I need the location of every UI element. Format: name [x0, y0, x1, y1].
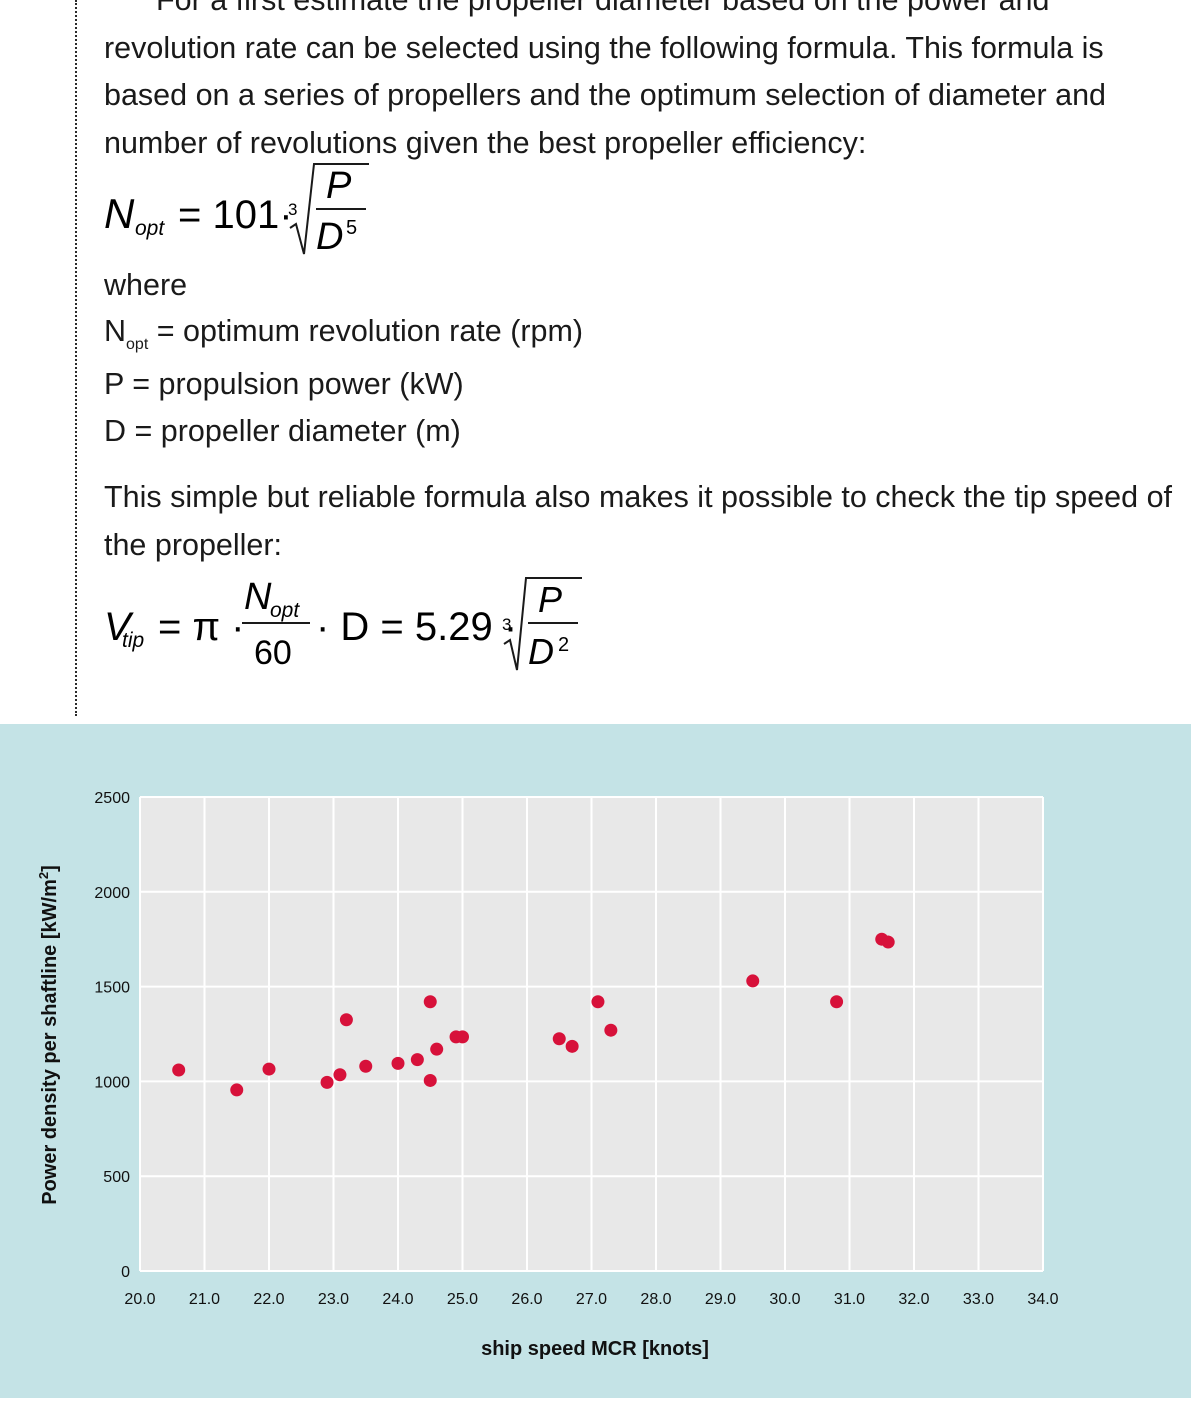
- scatter-point: [262, 1062, 276, 1076]
- intro-paragraph: For a first estimate the propeller diame…: [104, 0, 1189, 167]
- scatter-point: [423, 1073, 437, 1087]
- definition-p: P = propulsion power (kW): [104, 361, 583, 409]
- def-text: = propulsion power (kW): [123, 366, 464, 401]
- x-tick-label: 26.0: [511, 1291, 542, 1308]
- formula2-frac-num: N: [244, 576, 272, 618]
- definition-n-opt: Nopt = optimum revolution rate (rpm): [104, 308, 583, 361]
- x-tick-label: 32.0: [898, 1291, 929, 1308]
- def-symbol: P: [104, 366, 124, 401]
- y-axis-label-sup: 2: [36, 872, 51, 879]
- formula2-den: D: [528, 631, 554, 672]
- y-tick-labels: 0 500 1000 1500 2000 2500: [94, 790, 130, 1281]
- scatter-point: [746, 974, 760, 988]
- scatter-point: [359, 1059, 373, 1073]
- y-axis-label-end: ]: [39, 865, 61, 872]
- x-tick-label: 31.0: [834, 1291, 865, 1308]
- formula1-root-index: 3: [288, 200, 297, 219]
- x-tick-label: 23.0: [318, 1291, 349, 1308]
- formula1-radical: [289, 163, 369, 255]
- y-axis-label-base: Power density per shaftline [kW/m: [39, 879, 61, 1205]
- scatter-point: [230, 1083, 244, 1097]
- x-tick-label: 28.0: [640, 1291, 671, 1308]
- formula2-lhs-sub: tip: [122, 629, 144, 652]
- formula1-lhs-sub: opt: [135, 217, 165, 240]
- scatter-point: [830, 995, 844, 1009]
- formula2-den-exp: 2: [558, 634, 569, 656]
- scatter-point: [333, 1068, 347, 1082]
- x-axis-label: ship speed MCR [knots]: [481, 1338, 709, 1360]
- x-tick-label: 29.0: [705, 1291, 736, 1308]
- formula1-eq: = 101·: [178, 193, 293, 237]
- dotted-margin-line: [75, 0, 77, 716]
- formula2-radical: [503, 577, 582, 671]
- x-tick-label: 34.0: [1027, 1291, 1058, 1308]
- x-tick-label: 20.0: [124, 1291, 155, 1308]
- vertical-gridlines: [139, 797, 1044, 1271]
- formula2-frac-den: 60: [254, 634, 292, 672]
- formula1-num: P: [326, 165, 352, 207]
- scatter-point: [552, 1032, 566, 1046]
- x-tick-label: 30.0: [769, 1291, 800, 1308]
- formula2-frac-num-sub: opt: [270, 599, 300, 622]
- scatter-point: [410, 1053, 424, 1067]
- chart-panel: 20.0 21.0 22.0 23.0 24.0 25.0 26.0 27.0 28.0 29.0…: [0, 724, 1191, 1398]
- tip-speed-formula: V tip = π · N opt 60 · D = 5.29 · 3 P D …: [104, 572, 604, 676]
- formula1-lhs: N: [104, 190, 135, 237]
- definition-d: D = propeller diameter (m): [104, 408, 583, 456]
- y-tick-label: 2500: [94, 790, 130, 807]
- definitions-list: Nopt = optimum revolution rate (rpm) P =…: [104, 308, 583, 456]
- def-text: = propeller diameter (m): [126, 414, 461, 448]
- scatter-point: [565, 1039, 579, 1053]
- scatter-point: [881, 935, 895, 949]
- formula2-mid: · D = 5.29 ·: [316, 605, 517, 649]
- data-points: [172, 932, 895, 1097]
- scatter-point: [172, 1063, 186, 1077]
- def-text: = optimum revolution rate (rpm): [148, 314, 584, 348]
- optimum-rpm-formula: N opt = 101· 3 P D 5: [104, 158, 404, 258]
- intro-rest: revolution rate can be selected using th…: [104, 30, 1107, 160]
- intro-first-line: For a first estimate the propeller diame…: [156, 0, 1050, 17]
- y-tick-label: 500: [103, 1169, 130, 1186]
- formula1-den: D: [316, 216, 343, 258]
- formula2-eq1: = π ·: [158, 605, 245, 649]
- x-tick-label: 25.0: [447, 1291, 478, 1308]
- x-tick-labels: 20.0 21.0 22.0 23.0 24.0 25.0 26.0 27.0 28.0 29.0…: [124, 1291, 1058, 1308]
- y-tick-label: 2000: [94, 885, 130, 902]
- scatter-chart: 20.0 21.0 22.0 23.0 24.0 25.0 26.0 27.0 28.0 29.0…: [36, 790, 1059, 1360]
- x-tick-label: 24.0: [382, 1291, 413, 1308]
- scatter-point: [339, 1013, 353, 1027]
- formula1-den-exp: 5: [346, 217, 357, 239]
- formula2-num: P: [538, 579, 562, 620]
- x-tick-label: 22.0: [253, 1291, 284, 1308]
- scatter-point: [391, 1056, 405, 1070]
- x-tick-label: 21.0: [189, 1291, 220, 1308]
- y-axis-label: Power density per shaftline [kW/m2]: [36, 865, 61, 1205]
- scatter-point: [320, 1075, 334, 1089]
- y-tick-label: 1500: [94, 980, 130, 997]
- x-tick-label: 27.0: [576, 1291, 607, 1308]
- scatter-point: [591, 995, 605, 1009]
- def-symbol: D: [104, 414, 127, 448]
- scatter-point: [604, 1023, 618, 1037]
- scatter-point: [423, 995, 437, 1009]
- formula2-root-index: 3: [502, 615, 511, 634]
- y-tick-label: 1000: [94, 1074, 130, 1091]
- formula2-lhs: V: [104, 605, 134, 649]
- def-sub: opt: [126, 336, 149, 353]
- def-symbol: N: [104, 314, 127, 348]
- x-tick-label: 33.0: [963, 1291, 994, 1308]
- y-tick-label: 0: [121, 1264, 130, 1281]
- where-label: where: [104, 268, 188, 302]
- tip-speed-paragraph: This simple but reliable formula also ma…: [104, 480, 1173, 562]
- scatter-point: [430, 1042, 444, 1056]
- horizontal-gridlines: [140, 796, 1043, 1272]
- scatter-point: [456, 1030, 469, 1044]
